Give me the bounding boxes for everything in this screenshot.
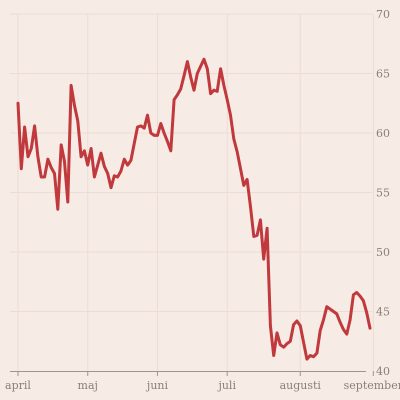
x-axis-ticks [17,371,374,376]
series-line [16,57,372,361]
x-tick-label: maj [78,379,98,392]
y-tick-label: 55 [376,187,390,200]
y-tick-label: 60 [376,127,390,140]
y-tick-label: 45 [376,306,390,319]
y-tick-label: 50 [376,246,390,259]
x-tick-label: juni [145,379,169,392]
x-axis-labels: aprilmajjunijuliaugustiseptemberoktober [5,379,400,392]
x-tick-label: juli [216,379,236,392]
y-tick-label: 70 [376,8,390,21]
y-axis-labels: 40 45 50 55 60 65 70 [376,8,390,378]
x-tick-label: augusti [280,379,322,392]
x-tick-label: april [5,379,31,392]
series-group [16,57,372,361]
y-tick-label: 65 [376,68,390,81]
y-tick-label: 40 [376,365,390,378]
x-tick-label: september [344,379,400,392]
